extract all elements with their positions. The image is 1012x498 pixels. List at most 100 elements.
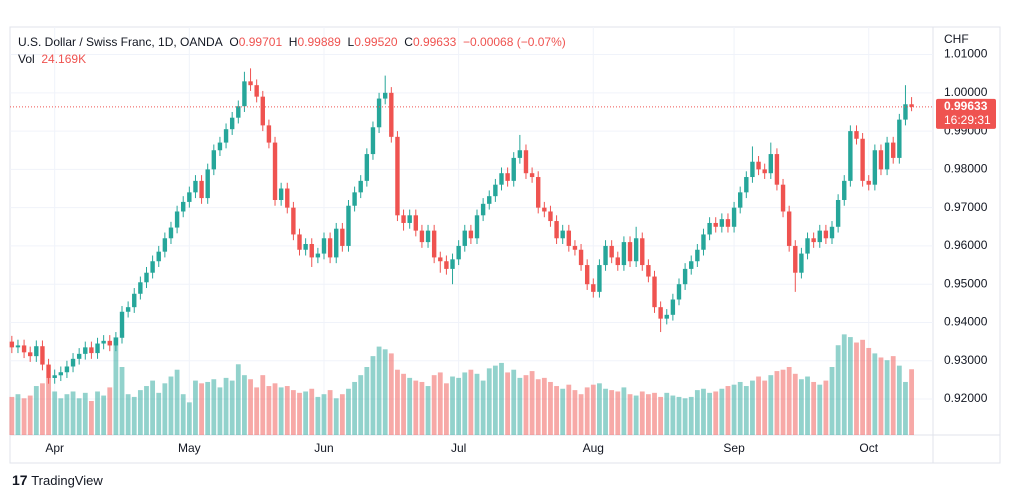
- volume-bar: [682, 398, 688, 435]
- candle-body: [419, 230, 425, 243]
- candle-body: [652, 276, 657, 308]
- volume-bar: [260, 375, 266, 435]
- candle-body: [768, 154, 774, 174]
- candle-body: [352, 192, 357, 206]
- volume-bar: [382, 349, 388, 435]
- x-tick-label: Jun: [314, 441, 333, 455]
- candle-body: [793, 245, 798, 273]
- volume-bar: [437, 372, 443, 435]
- y-tick-label: 0.98000: [944, 162, 988, 176]
- candle-body: [285, 188, 290, 208]
- volume-bar: [719, 388, 725, 435]
- volume-bar: [352, 381, 357, 435]
- last-price-box: [936, 98, 996, 129]
- candle-body: [682, 268, 688, 285]
- candle-body: [236, 106, 241, 118]
- volume-bar: [425, 386, 431, 435]
- candle-body: [554, 221, 559, 239]
- candle-body: [407, 215, 412, 223]
- candle-body: [83, 347, 88, 354]
- frame: [9, 26, 1001, 464]
- candle-body: [58, 372, 64, 376]
- candle-body: [609, 245, 614, 258]
- candle-body: [756, 161, 761, 170]
- candle-body: [272, 142, 278, 200]
- volume-bar: [841, 334, 847, 435]
- candle-body: [168, 227, 174, 239]
- volume-bar: [242, 375, 247, 435]
- candle-body: [144, 272, 149, 283]
- volume-bar: [780, 369, 786, 435]
- candle-body: [162, 238, 168, 252]
- volume-bar: [799, 379, 804, 435]
- candle-body: [811, 238, 816, 243]
- candle-body: [670, 299, 676, 315]
- volume-bar: [633, 395, 639, 435]
- volume-bar: [199, 383, 204, 435]
- volume-bar: [627, 394, 633, 435]
- candle-body: [597, 265, 602, 292]
- candle-body: [897, 119, 902, 158]
- volume-bar: [113, 337, 119, 435]
- change-value: −0.00068 (−0.07%): [463, 35, 566, 49]
- y-tick-label: 0.92000: [944, 391, 988, 405]
- volume-bar: [590, 384, 596, 435]
- candle-body: [468, 230, 474, 239]
- volume-bar: [768, 375, 774, 435]
- candle-body: [76, 353, 82, 359]
- volume-bar: [180, 394, 186, 435]
- candle-body: [193, 180, 198, 193]
- candle-body: [689, 261, 694, 269]
- candle-body: [499, 173, 504, 185]
- candle-body: [15, 345, 21, 348]
- candle-body: [640, 238, 645, 266]
- candle-body: [327, 238, 333, 258]
- candle-body: [395, 136, 400, 216]
- brand[interactable]: 17 TradingView: [12, 472, 103, 488]
- candle-body: [248, 81, 253, 86]
- candle-body: [786, 211, 792, 246]
- candle-body: [266, 125, 272, 143]
- volume-bar: [554, 386, 559, 435]
- brand-name[interactable]: TradingView: [31, 473, 103, 488]
- candle-body: [125, 307, 131, 312]
- candle-body: [725, 219, 731, 227]
- volume-bar: [866, 347, 872, 435]
- volume-bar: [468, 369, 474, 435]
- candle-body: [860, 138, 865, 181]
- candle-body: [731, 207, 737, 227]
- candle-body: [823, 230, 829, 239]
- candle-body: [480, 203, 486, 216]
- candle-body: [223, 129, 229, 143]
- last-price-label: 0.99633: [944, 99, 988, 113]
- volume-bar: [743, 386, 749, 435]
- candle-body: [903, 104, 908, 120]
- candle-body: [199, 180, 204, 199]
- candle-body: [744, 177, 749, 193]
- volume-bar: [541, 377, 547, 435]
- volume-bar: [168, 376, 174, 435]
- candle-body: [242, 81, 247, 107]
- candle-body: [854, 131, 859, 139]
- volume-bar: [444, 383, 449, 435]
- volume-bar: [107, 387, 113, 435]
- volume-bar: [456, 377, 462, 435]
- candle-body: [376, 98, 382, 128]
- candle-body: [835, 199, 841, 227]
- candle-body: [603, 245, 608, 266]
- x-tick-label: Aug: [583, 441, 604, 455]
- candle-body: [382, 92, 388, 99]
- candle-body: [260, 96, 265, 126]
- volume-bar: [676, 396, 682, 435]
- volume-bar: [890, 356, 896, 435]
- volume-value: 24.169K: [41, 52, 87, 66]
- candle-body: [578, 249, 584, 266]
- x-tick-label: Apr: [45, 441, 64, 455]
- candle-body: [150, 261, 155, 273]
- volume-bar: [817, 384, 823, 435]
- candle-body: [370, 127, 376, 155]
- candle-body: [309, 244, 314, 258]
- candle-body: [866, 180, 871, 185]
- candle-body: [891, 142, 896, 158]
